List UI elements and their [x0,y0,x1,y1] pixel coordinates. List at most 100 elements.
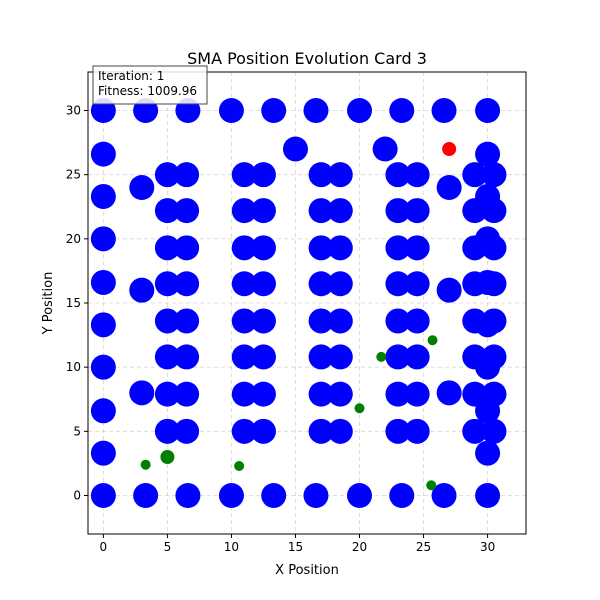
blue-point [372,136,398,162]
blue-point [389,98,415,123]
blue-point [129,175,155,200]
x-tick-label: 20 [352,540,367,554]
blue-point [250,235,276,261]
blue-point [154,235,180,261]
blue-point [174,308,200,334]
blue-point [404,162,430,188]
blue-point [431,98,457,123]
green-point [354,403,365,414]
blue-point [462,344,488,370]
blue-point [308,308,334,334]
blue-point [481,418,507,444]
blue-point [174,162,200,188]
blue-point [475,440,501,466]
x-tick-label: 0 [100,540,108,554]
blue-point [462,271,488,297]
blue-point [481,162,507,188]
blue-point [250,198,276,224]
green-point [140,459,151,470]
blue-point [475,98,501,123]
blue-point [481,271,507,297]
blue-point [231,162,257,188]
blue-point [154,418,180,444]
blue-point [90,269,116,295]
blue-point [385,162,411,188]
blue-point [308,381,334,407]
blue-point [327,162,353,188]
blue-point [481,381,507,407]
blue-point [385,271,411,297]
blue-point [218,98,244,123]
chart-title: SMA Position Evolution Card 3 [187,49,427,68]
blue-point [327,308,353,334]
blue-point [462,418,488,444]
blue-point [404,381,430,407]
blue-point [404,198,430,224]
blue-point [250,162,276,188]
blue-point [308,271,334,297]
y-tick-label: 5 [73,424,81,438]
blue-point [261,98,287,123]
x-tick-label: 25 [416,540,431,554]
blue-point [303,483,329,508]
blue-point [385,381,411,407]
blue-point [90,398,116,424]
blue-point [261,483,287,508]
blue-point [218,483,244,508]
info-box: Iteration: 1 Fitness: 1009.96 [92,65,208,105]
blue-point [462,308,488,334]
blue-point [133,483,159,508]
green-point [234,460,245,471]
blue-point [327,198,353,224]
blue-point [475,483,501,508]
blue-point [174,344,200,370]
blue-point [90,440,116,466]
blue-point [462,381,488,407]
blue-point [250,418,276,444]
blue-point [462,198,488,224]
blue-point [129,277,155,303]
y-tick-label: 10 [66,360,81,374]
iteration-text: Iteration: 1 [98,69,164,83]
y-axis-label: Y Position [41,272,56,336]
blue-point [327,235,353,261]
blue-point [481,235,507,261]
blue-point [90,483,116,508]
blue-point [282,136,308,162]
blue-point [231,344,257,370]
blue-point [250,344,276,370]
y-tick-label: 25 [66,168,81,182]
green-point [160,450,175,464]
blue-point [154,198,180,224]
blue-point [481,308,507,334]
blue-point [175,483,201,508]
blue-point [174,198,200,224]
x-tick-label: 5 [164,540,172,554]
blue-point [90,141,116,167]
blue-point [475,141,501,167]
y-tick-label: 30 [66,104,81,118]
blue-point [404,235,430,261]
blue-point [404,418,430,444]
blue-point [250,381,276,407]
info-box-frame [92,65,208,105]
blue-point [154,381,180,407]
blue-point [481,344,507,370]
blue-point [389,483,415,508]
blue-point [436,277,462,303]
blue-point [90,312,116,338]
x-axis-label: X Position [275,563,339,578]
blue-point [385,235,411,261]
blue-point [385,344,411,370]
blue-point [436,380,462,406]
blue-point [174,271,200,297]
blue-point [462,235,488,261]
blue-point [308,198,334,224]
blue-point [231,381,257,407]
blue-point [481,198,507,224]
blue-point [154,344,180,370]
blue-point [347,98,373,123]
blue-point [303,98,329,123]
